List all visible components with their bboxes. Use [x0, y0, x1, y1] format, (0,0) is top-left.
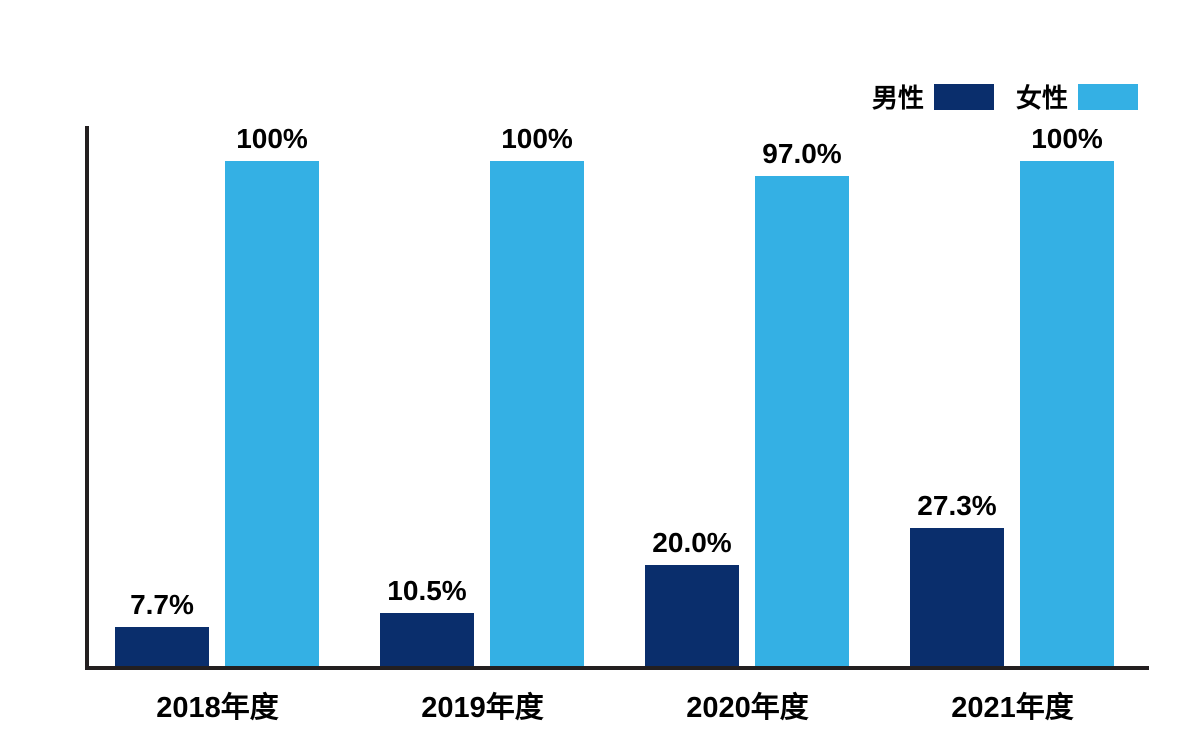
legend-item-female: 女性	[1016, 78, 1138, 115]
category-label-2018: 2018年度	[85, 670, 350, 726]
bar-male-2018	[115, 627, 209, 666]
grouped-bar-chart: 男性 女性 7.7% 100% 2018年度 10.5% 100% 2	[0, 0, 1200, 752]
group-2021: 27.3% 100% 2021年度	[880, 130, 1145, 670]
legend: 男性 女性	[872, 78, 1138, 115]
bar-female-2019	[490, 161, 584, 666]
bar-male-2019	[380, 613, 474, 666]
legend-label-male: 男性	[872, 78, 924, 115]
group-2019: 10.5% 100% 2019年度	[350, 130, 615, 670]
bar-female-2021	[1020, 161, 1114, 666]
bar-groups: 7.7% 100% 2018年度 10.5% 100% 2019年度 20.0%…	[85, 130, 1145, 670]
value-label-female-2020: 97.0%	[732, 138, 872, 170]
value-label-male-2018: 7.7%	[92, 589, 232, 621]
value-label-male-2019: 10.5%	[357, 575, 497, 607]
category-label-2021: 2021年度	[880, 670, 1145, 726]
bar-male-2020	[645, 565, 739, 666]
value-label-male-2020: 20.0%	[622, 527, 762, 559]
bar-female-2018	[225, 161, 319, 666]
value-label-female-2019: 100%	[467, 123, 607, 155]
category-label-2019: 2019年度	[350, 670, 615, 726]
plot-area: 7.7% 100% 2018年度 10.5% 100% 2019年度 20.0%…	[85, 130, 1145, 670]
category-label-2020: 2020年度	[615, 670, 880, 726]
legend-swatch-female	[1078, 84, 1138, 110]
value-label-male-2021: 27.3%	[887, 490, 1027, 522]
value-label-female-2021: 100%	[997, 123, 1137, 155]
group-2018: 7.7% 100% 2018年度	[85, 130, 350, 670]
legend-item-male: 男性	[872, 78, 994, 115]
bar-male-2021	[910, 528, 1004, 666]
bar-female-2020	[755, 176, 849, 666]
value-label-female-2018: 100%	[202, 123, 342, 155]
legend-swatch-male	[934, 84, 994, 110]
group-2020: 20.0% 97.0% 2020年度	[615, 130, 880, 670]
legend-label-female: 女性	[1016, 78, 1068, 115]
